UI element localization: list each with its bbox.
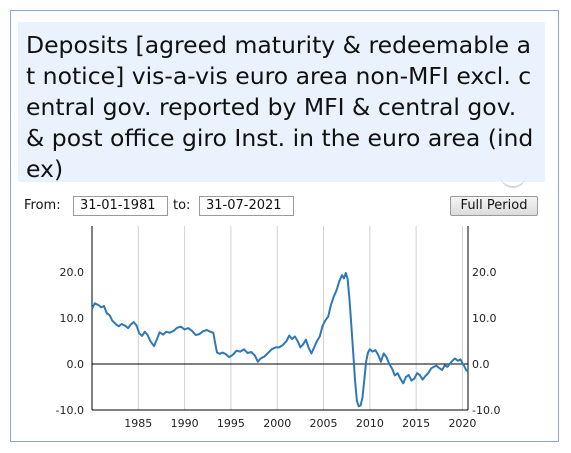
chart-grid [137,226,463,410]
x-axis: 1985 1990 1995 2000 2005 2010 2015 2020 [124,417,476,430]
x-tick-label: 2020 [448,417,476,430]
full-period-button[interactable]: Full Period [450,196,538,216]
to-label: to: [173,198,191,213]
title-box-corner [500,172,526,188]
x-tick-label: 2005 [310,417,338,430]
series-lines [91,271,469,408]
x-tick-label: 1995 [217,417,245,430]
to-date-input[interactable]: 31-07-2021 [199,196,294,216]
y-tick-label-left: 0.0 [67,358,85,371]
y-tick-label-left: 10.0 [60,312,85,325]
chart-axes [91,226,469,411]
x-tick-label: 2000 [263,417,291,430]
y-tick-label-right: 20.0 [472,266,497,279]
x-tick-label: 2015 [402,417,430,430]
from-label: From: [24,198,61,213]
x-tick-label: 1985 [124,417,152,430]
y-tick-label-right: 10.0 [472,312,497,325]
y-tick-label-left: -10.0 [56,404,84,417]
chart-title: Deposits [agreed maturity & redeemable a… [26,31,534,183]
y-tick-label-left: 20.0 [60,266,85,279]
x-tick-label: 1990 [171,417,199,430]
y-axis-right: -10.0 0.0 10.0 20.0 [472,266,500,417]
title-box [18,22,545,182]
series-line [91,271,469,408]
y-tick-label-right: 0.0 [472,358,490,371]
y-axis-left: -10.0 0.0 10.0 20.0 [56,266,84,417]
from-date-input[interactable]: 31-01-1981 [73,196,168,216]
y-tick-label-right: -10.0 [472,404,500,417]
x-tick-label: 2010 [356,417,384,430]
